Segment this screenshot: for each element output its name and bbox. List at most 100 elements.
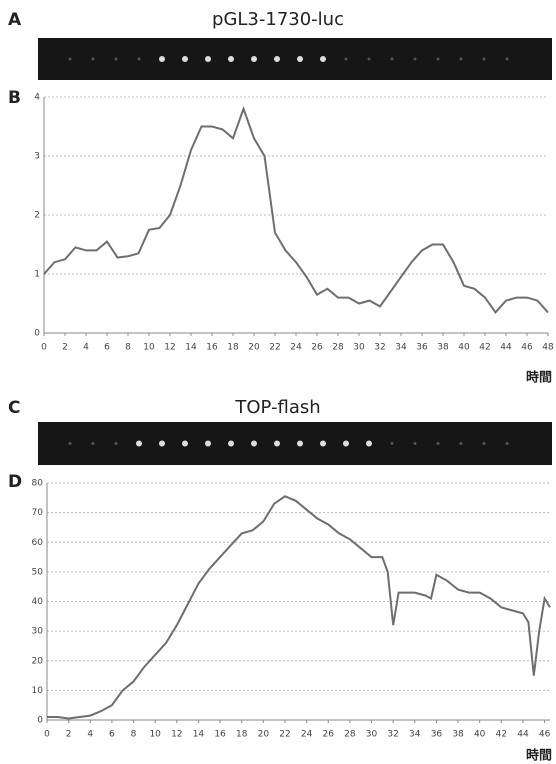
image-spot [251,440,257,447]
y-tick-label: 40 [32,597,44,607]
x-tick-label: 16 [206,343,218,353]
image-spot [320,56,326,62]
panel-label: B [8,88,21,108]
x-tick-label: 8 [125,343,131,353]
image-spot [366,440,372,447]
y-tick-label: 60 [32,538,44,548]
x-tick-label: 26 [323,730,335,740]
x-tick-label: 34 [409,730,421,740]
image-spot [297,440,303,447]
x-tick-label: 34 [395,343,407,353]
x-tick-label: 2 [62,343,68,353]
x-tick-label: 38 [452,730,464,740]
data-line [47,495,551,720]
x-tick-label: 16 [214,730,226,740]
x-tick-label: 20 [258,730,270,740]
x-tick-label: 44 [500,343,512,353]
x-tick-label: 48 [542,343,554,353]
x-tick-label: 6 [109,730,115,740]
x-tick-label: 18 [227,343,239,353]
x-tick-label: 12 [164,343,175,353]
image-spot [68,57,72,61]
image-strip [38,38,552,80]
y-tick-label: 0 [37,716,43,726]
x-tick-label: 44 [517,730,529,740]
x-tick-label: 36 [416,343,428,353]
y-tick-label: 0 [34,329,40,339]
x-tick-label: 4 [87,730,93,740]
y-tick-label: 2 [34,211,40,221]
image-spot [274,440,280,447]
x-tick-label: 46 [539,730,551,740]
image-spot [91,442,95,445]
image-spot [320,440,326,447]
image-spot [343,440,349,447]
x-tick-label: 46 [521,343,533,353]
x-tick-label: 42 [496,730,507,740]
panel-label: A [8,10,22,30]
x-tick-label: 36 [431,730,443,740]
image-spot [159,56,165,62]
image-spot [114,57,118,61]
y-tick-label: 4 [34,93,40,103]
image-spot [459,442,463,445]
x-tick-label: 26 [311,343,323,353]
image-spot [68,442,72,445]
image-spot [482,442,486,445]
x-tick-label: 24 [290,343,302,353]
image-spot [205,56,211,62]
x-axis-label: 時間 [526,370,552,386]
x-tick-label: 32 [374,343,385,353]
y-tick-label: 1 [34,270,40,280]
x-tick-label: 8 [131,730,137,740]
x-tick-label: 32 [387,730,398,740]
image-spot [182,56,188,62]
x-tick-label: 22 [279,730,290,740]
image-spot [228,440,234,447]
image-strip [38,422,552,465]
x-tick-label: 28 [332,343,344,353]
x-tick-label: 30 [366,730,378,740]
image-spot [505,57,509,61]
image-spot [205,440,211,447]
data-line [43,105,549,315]
x-tick-label: 28 [344,730,356,740]
y-tick-label: 20 [32,656,44,666]
x-tick-label: 40 [474,730,486,740]
image-spot [436,57,440,61]
image-spot [390,442,394,445]
x-tick-label: 30 [353,343,365,353]
image-spot [390,57,394,61]
image-spot [137,57,141,61]
y-tick-label: 50 [32,567,44,577]
x-tick-label: 18 [236,730,248,740]
x-tick-label: 20 [248,343,260,353]
x-axis-label: 時間 [526,748,552,764]
panel-title: TOP-flash [234,397,320,418]
x-tick-label: 10 [149,730,161,740]
image-spot [228,56,234,62]
panel-title: pGL3-1730-luc [212,9,344,30]
x-tick-label: 12 [171,730,182,740]
image-spot [436,442,440,445]
x-tick-label: 6 [104,343,110,353]
image-spot [344,57,348,61]
image-spot [91,57,95,61]
x-tick-label: 14 [185,343,197,353]
x-tick-label: 42 [479,343,490,353]
x-tick-label: 10 [143,343,155,353]
image-spot [297,56,303,62]
image-spot [413,442,417,445]
x-tick-label: 0 [44,730,50,740]
y-tick-label: 30 [32,627,44,637]
x-tick-label: 14 [193,730,205,740]
panel-label: C [8,398,20,418]
x-tick-label: 22 [269,343,280,353]
image-spot [413,57,417,61]
image-spot [114,442,118,445]
image-spot [459,57,463,61]
image-spot [159,440,165,447]
image-spot [482,57,486,61]
